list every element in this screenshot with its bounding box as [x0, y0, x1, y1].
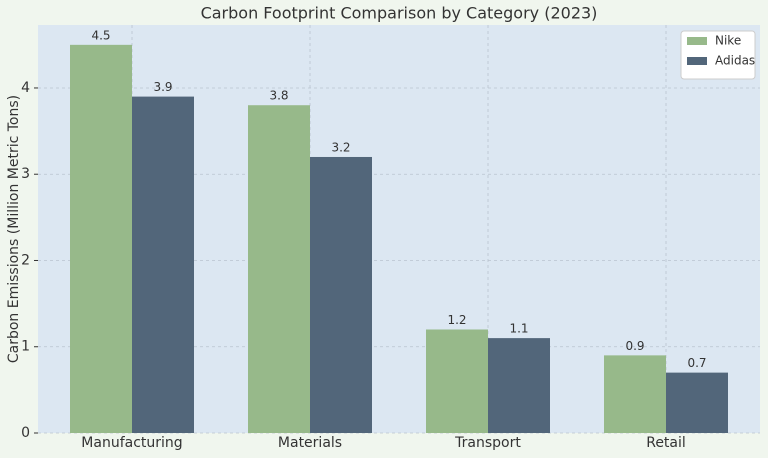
data-label: 4.5 — [91, 28, 110, 42]
bar — [488, 338, 550, 433]
bar — [132, 96, 194, 433]
legend-swatch — [687, 57, 707, 65]
x-tick-label: Manufacturing — [81, 435, 182, 451]
y-tick-label: 3 — [21, 166, 30, 182]
bar — [70, 44, 132, 433]
x-tick-label: Transport — [454, 435, 521, 451]
legend-swatch — [687, 37, 707, 45]
legend-label: Adidas — [715, 54, 755, 68]
data-label: 0.7 — [687, 356, 706, 370]
x-tick-label: Materials — [278, 435, 342, 451]
data-label: 1.1 — [509, 322, 528, 336]
y-tick-label: 1 — [21, 339, 30, 355]
bar — [604, 355, 666, 433]
bar — [666, 372, 728, 433]
bar — [310, 156, 372, 434]
y-tick-label: 4 — [21, 80, 30, 96]
legend-label: Nike — [715, 34, 741, 48]
y-tick-label: 2 — [21, 252, 30, 268]
bar — [248, 105, 310, 433]
x-tick-label: Retail — [646, 435, 686, 451]
y-tick-label: 0 — [21, 425, 30, 441]
data-label: 0.9 — [625, 339, 644, 353]
data-label: 3.9 — [153, 80, 172, 94]
data-label: 3.8 — [269, 89, 288, 103]
data-label: 3.2 — [331, 140, 350, 154]
chart-title: Carbon Footprint Comparison by Category … — [201, 4, 598, 23]
data-label: 1.2 — [447, 313, 466, 327]
y-axis-label: Carbon Emissions (Million Metric Tons) — [6, 95, 22, 363]
bar — [426, 329, 488, 433]
